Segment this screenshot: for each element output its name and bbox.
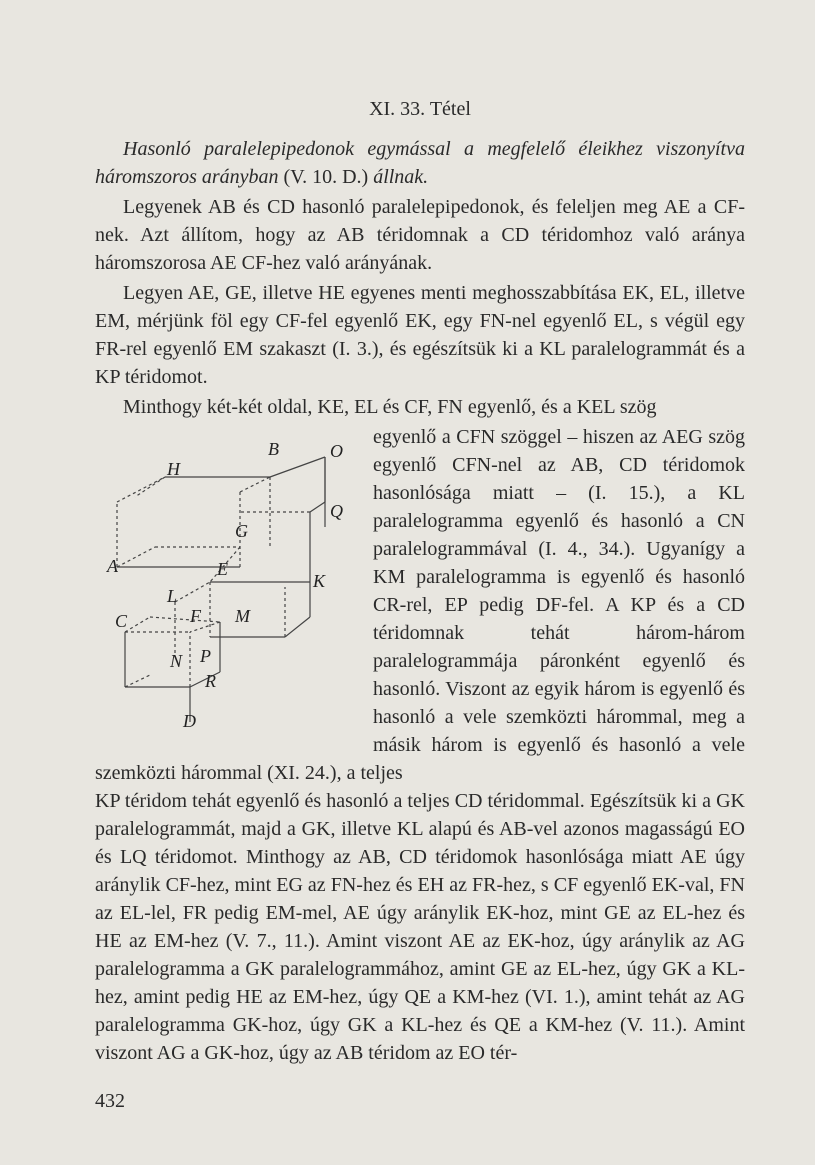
- label-F: F: [189, 606, 202, 626]
- label-B: B: [268, 439, 279, 459]
- label-R: R: [204, 671, 216, 691]
- label-Q: Q: [330, 501, 343, 521]
- label-O: O: [330, 441, 343, 461]
- geometry-diagram: A B C D E F G H K L M N O P Q R: [95, 427, 355, 737]
- paragraph-3: Legyen AE, GE, illetve HE egyenes menti …: [95, 279, 745, 391]
- label-N: N: [169, 651, 183, 671]
- p1-rest: (V. 10. D.): [279, 166, 374, 188]
- label-H: H: [166, 459, 181, 479]
- label-K: K: [312, 571, 326, 591]
- label-M: M: [234, 606, 251, 626]
- label-E: E: [216, 559, 228, 579]
- paragraph-4-start: Minthogy két-két oldal, KE, EL és CF, FN…: [95, 393, 745, 421]
- label-D: D: [182, 711, 196, 731]
- paragraph-1: Hasonló paralelepipedonok egymással a me…: [95, 135, 745, 191]
- page-number: 432: [95, 1087, 125, 1115]
- p1-italic2: állnak.: [373, 166, 428, 188]
- theorem-title: XI. 33. Tétel: [95, 95, 745, 123]
- label-G: G: [235, 521, 248, 541]
- paragraph-4-end: KP téridom tehát egyenlő és hasonló a te…: [95, 787, 745, 1067]
- paragraph-2: Legyenek AB és CD hasonló paralelepipedo…: [95, 193, 745, 277]
- label-L: L: [166, 586, 177, 606]
- label-P: P: [199, 646, 211, 666]
- label-C: C: [115, 611, 128, 631]
- label-A: A: [106, 556, 119, 576]
